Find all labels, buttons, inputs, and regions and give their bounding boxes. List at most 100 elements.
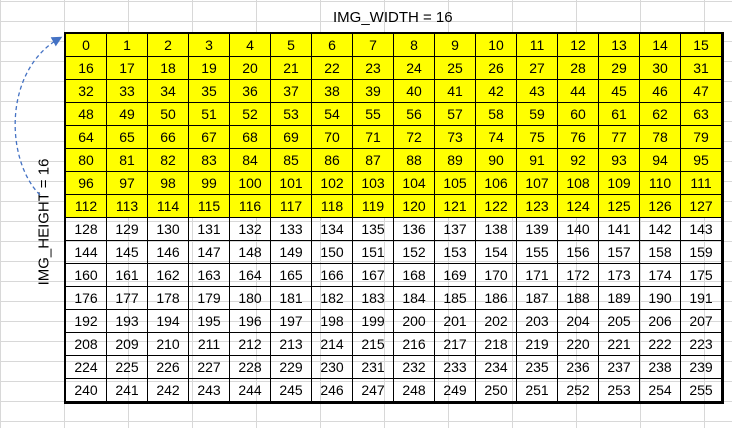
- grid-cell[interactable]: 71: [352, 125, 394, 149]
- grid-cell[interactable]: 131: [188, 217, 230, 241]
- grid-cell[interactable]: 48: [65, 102, 107, 126]
- grid-cell[interactable]: 94: [639, 148, 681, 172]
- grid-cell[interactable]: 241: [106, 378, 148, 402]
- grid-cell[interactable]: 103: [352, 171, 394, 195]
- grid-cell[interactable]: 121: [434, 194, 476, 218]
- grid-cell[interactable]: 148: [229, 240, 271, 264]
- grid-cell[interactable]: 0: [65, 33, 107, 57]
- grid-cell[interactable]: 58: [475, 102, 517, 126]
- grid-cell[interactable]: 108: [557, 171, 599, 195]
- grid-cell[interactable]: 31: [680, 56, 722, 80]
- grid-cell[interactable]: 117: [270, 194, 312, 218]
- grid-cell[interactable]: 187: [516, 286, 558, 310]
- grid-cell[interactable]: 226: [147, 355, 189, 379]
- grid-cell[interactable]: 104: [393, 171, 435, 195]
- grid-cell[interactable]: 165: [270, 263, 312, 287]
- grid-cell[interactable]: 3: [188, 33, 230, 57]
- grid-cell[interactable]: 42: [475, 79, 517, 103]
- grid-cell[interactable]: 176: [65, 286, 107, 310]
- grid-cell[interactable]: 168: [393, 263, 435, 287]
- grid-cell[interactable]: 252: [557, 378, 599, 402]
- grid-cell[interactable]: 144: [65, 240, 107, 264]
- grid-cell[interactable]: 43: [516, 79, 558, 103]
- grid-cell[interactable]: 136: [393, 217, 435, 241]
- grid-cell[interactable]: 95: [680, 148, 722, 172]
- grid-cell[interactable]: 150: [311, 240, 353, 264]
- grid-cell[interactable]: 26: [475, 56, 517, 80]
- grid-cell[interactable]: 190: [639, 286, 681, 310]
- grid-cell[interactable]: 167: [352, 263, 394, 287]
- grid-cell[interactable]: 179: [188, 286, 230, 310]
- grid-cell[interactable]: 122: [475, 194, 517, 218]
- grid-cell[interactable]: 12: [557, 33, 599, 57]
- grid-cell[interactable]: 37: [270, 79, 312, 103]
- grid-cell[interactable]: 135: [352, 217, 394, 241]
- grid-cell[interactable]: 126: [639, 194, 681, 218]
- grid-cell[interactable]: 7: [352, 33, 394, 57]
- grid-cell[interactable]: 145: [106, 240, 148, 264]
- grid-cell[interactable]: 153: [434, 240, 476, 264]
- grid-cell[interactable]: 152: [393, 240, 435, 264]
- grid-cell[interactable]: 199: [352, 309, 394, 333]
- grid-cell[interactable]: 249: [434, 378, 476, 402]
- grid-cell[interactable]: 62: [639, 102, 681, 126]
- grid-cell[interactable]: 200: [393, 309, 435, 333]
- grid-cell[interactable]: 85: [270, 148, 312, 172]
- grid-cell[interactable]: 140: [557, 217, 599, 241]
- grid-cell[interactable]: 76: [557, 125, 599, 149]
- grid-cell[interactable]: 57: [434, 102, 476, 126]
- grid-cell[interactable]: 67: [188, 125, 230, 149]
- grid-cell[interactable]: 86: [311, 148, 353, 172]
- grid-cell[interactable]: 125: [598, 194, 640, 218]
- grid-cell[interactable]: 39: [352, 79, 394, 103]
- grid-cell[interactable]: 219: [516, 332, 558, 356]
- grid-cell[interactable]: 235: [516, 355, 558, 379]
- grid-cell[interactable]: 247: [352, 378, 394, 402]
- grid-cell[interactable]: 214: [311, 332, 353, 356]
- grid-cell[interactable]: 13: [598, 33, 640, 57]
- grid-cell[interactable]: 132: [229, 217, 271, 241]
- grid-cell[interactable]: 119: [352, 194, 394, 218]
- grid-cell[interactable]: 92: [557, 148, 599, 172]
- grid-cell[interactable]: 238: [639, 355, 681, 379]
- grid-cell[interactable]: 101: [270, 171, 312, 195]
- grid-cell[interactable]: 56: [393, 102, 435, 126]
- grid-cell[interactable]: 69: [270, 125, 312, 149]
- grid-cell[interactable]: 161: [106, 263, 148, 287]
- grid-cell[interactable]: 164: [229, 263, 271, 287]
- grid-cell[interactable]: 250: [475, 378, 517, 402]
- grid-cell[interactable]: 53: [270, 102, 312, 126]
- grid-cell[interactable]: 93: [598, 148, 640, 172]
- grid-cell[interactable]: 130: [147, 217, 189, 241]
- grid-cell[interactable]: 27: [516, 56, 558, 80]
- grid-cell[interactable]: 110: [639, 171, 681, 195]
- grid-cell[interactable]: 217: [434, 332, 476, 356]
- grid-cell[interactable]: 229: [270, 355, 312, 379]
- grid-cell[interactable]: 223: [680, 332, 722, 356]
- grid-cell[interactable]: 35: [188, 79, 230, 103]
- grid-cell[interactable]: 138: [475, 217, 517, 241]
- grid-cell[interactable]: 188: [557, 286, 599, 310]
- grid-cell[interactable]: 105: [434, 171, 476, 195]
- grid-cell[interactable]: 180: [229, 286, 271, 310]
- grid-cell[interactable]: 120: [393, 194, 435, 218]
- grid-cell[interactable]: 191: [680, 286, 722, 310]
- grid-cell[interactable]: 33: [106, 79, 148, 103]
- grid-cell[interactable]: 24: [393, 56, 435, 80]
- grid-cell[interactable]: 98: [147, 171, 189, 195]
- grid-cell[interactable]: 232: [393, 355, 435, 379]
- grid-cell[interactable]: 87: [352, 148, 394, 172]
- grid-cell[interactable]: 208: [65, 332, 107, 356]
- grid-cell[interactable]: 44: [557, 79, 599, 103]
- grid-cell[interactable]: 174: [639, 263, 681, 287]
- grid-cell[interactable]: 212: [229, 332, 271, 356]
- grid-cell[interactable]: 107: [516, 171, 558, 195]
- grid-cell[interactable]: 4: [229, 33, 271, 57]
- grid-cell[interactable]: 89: [434, 148, 476, 172]
- grid-cell[interactable]: 81: [106, 148, 148, 172]
- grid-cell[interactable]: 134: [311, 217, 353, 241]
- grid-cell[interactable]: 74: [475, 125, 517, 149]
- grid-cell[interactable]: 61: [598, 102, 640, 126]
- grid-cell[interactable]: 111: [680, 171, 722, 195]
- grid-cell[interactable]: 70: [311, 125, 353, 149]
